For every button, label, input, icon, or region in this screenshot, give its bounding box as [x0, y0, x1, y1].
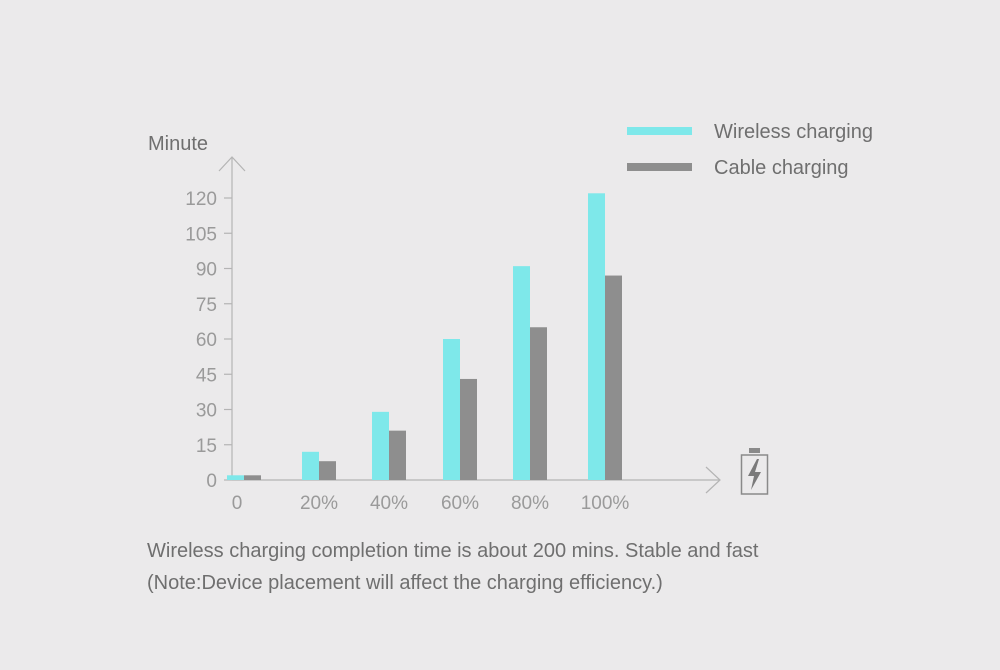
y-tick-label: 75: [196, 295, 217, 316]
caption-line-1: Wireless charging completion time is abo…: [147, 540, 759, 562]
bar-wireless: [588, 193, 605, 481]
legend-label: Wireless charging: [714, 121, 873, 143]
bar-cable: [244, 475, 261, 480]
y-tick-label: 45: [196, 365, 217, 386]
x-tick-label: 60%: [441, 493, 479, 514]
y-axis-title: Minute: [148, 133, 208, 155]
bar-cable: [319, 461, 336, 480]
bar-wireless: [227, 475, 244, 480]
y-tick-label: 30: [196, 401, 217, 422]
y-tick-label: 60: [196, 330, 217, 351]
y-tick-label: 90: [196, 260, 217, 281]
bar-wireless: [302, 451, 319, 480]
y-tick-label: 15: [196, 436, 217, 457]
legend-swatch: [627, 127, 692, 135]
legend-swatch: [627, 163, 692, 171]
bar-cable: [605, 275, 622, 480]
legend-label: Cable charging: [714, 157, 849, 179]
bar-cable: [460, 378, 477, 480]
bar-cable: [530, 327, 547, 480]
bar-wireless: [443, 339, 460, 480]
y-tick-label: 120: [185, 189, 217, 210]
battery-charging-icon: [740, 448, 769, 495]
bar-wireless: [513, 266, 530, 480]
y-axis-arrow: [218, 156, 246, 172]
x-tick-label: 80%: [511, 493, 549, 514]
x-tick-label: 20%: [300, 493, 338, 514]
x-tick-label: 0: [232, 493, 243, 514]
bar-wireless: [372, 411, 389, 480]
x-tick-label: 40%: [370, 493, 408, 514]
y-tick-label: 0: [206, 471, 217, 492]
x-axis-arrow: [705, 466, 721, 494]
caption-line-2: (Note:Device placement will affect the c…: [147, 572, 663, 594]
y-tick-label: 105: [185, 224, 217, 245]
x-tick-label: 100%: [581, 493, 630, 514]
bar-cable: [389, 430, 406, 480]
